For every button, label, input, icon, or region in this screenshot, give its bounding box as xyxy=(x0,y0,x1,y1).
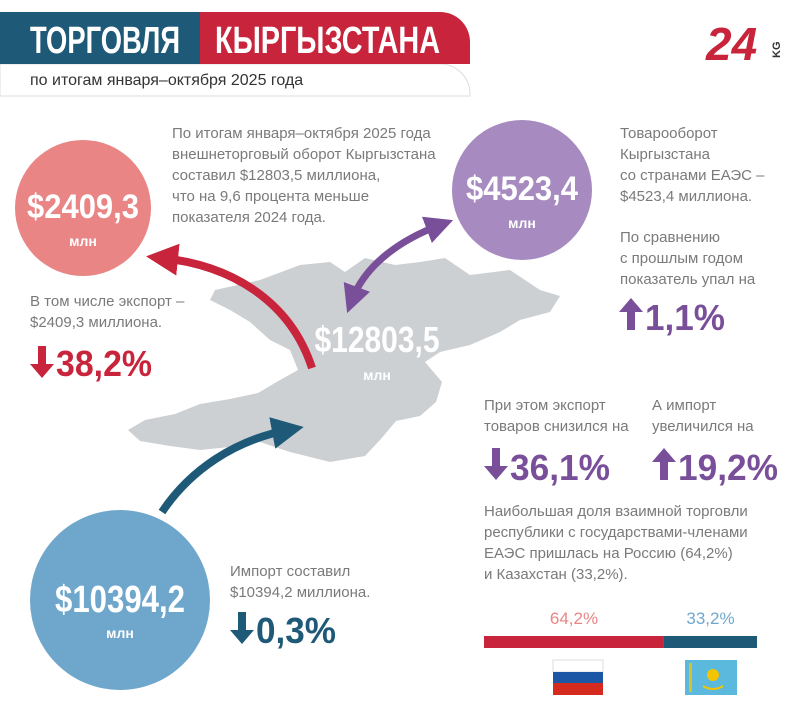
eaeu-compare-text: с прошлым годом xyxy=(620,250,743,267)
russia-flag xyxy=(552,659,604,695)
eaeu-change: 1,1% xyxy=(645,297,725,338)
import-unit: млн xyxy=(106,625,134,641)
kazakhstan-share-label: 33,2% xyxy=(686,609,734,628)
export-circle xyxy=(15,140,151,276)
russia-share-label: 64,2% xyxy=(550,609,598,628)
total-text: внешнеторговый оборот Кыргызстана xyxy=(172,146,436,163)
total-amount: $12803,5 xyxy=(315,319,440,360)
eaeu-export-text: При этом экспорт xyxy=(484,397,606,414)
export-change: 38,2% xyxy=(56,343,152,384)
eaeu-text: $4523,4 миллиона. xyxy=(620,188,752,205)
title-band-left xyxy=(0,12,200,64)
logo-suffix: KG xyxy=(771,42,783,59)
eaeu-unit: млн xyxy=(508,215,536,231)
title-band-right xyxy=(200,12,470,64)
import-text: Импорт составил xyxy=(230,563,350,580)
header-shadow xyxy=(0,36,470,96)
down-arrow xyxy=(484,448,508,480)
import-amount: $10394,2 xyxy=(55,579,185,621)
russia-share-bar xyxy=(484,636,664,648)
title-left: ТОРГОВЛЯ xyxy=(30,20,180,62)
kazakhstan-flag xyxy=(685,660,737,695)
import-change: 0,3% xyxy=(256,610,336,651)
total-text: По итогам января–октября 2025 года xyxy=(172,125,431,142)
eaeu-import-text: увеличился на xyxy=(652,418,754,435)
eaeu-circle xyxy=(452,120,592,260)
eaeu-share-text: Наибольшая доля взаимной торговли xyxy=(484,503,748,520)
import-arrow xyxy=(158,417,304,515)
title-right: КЫРГЫЗСТАНА xyxy=(215,20,440,62)
eaeu-import-change: 19,2% xyxy=(678,447,778,488)
import-text: $10394,2 миллиона. xyxy=(230,584,370,601)
export-text: $2409,3 миллиона. xyxy=(30,314,162,331)
kazakhstan-share-bar xyxy=(663,636,757,648)
subtitle-frame xyxy=(0,63,471,97)
total-text: что на 9,6 процента меньше xyxy=(172,188,369,205)
eaeu-import-text: А импорт xyxy=(652,397,716,414)
up-arrow xyxy=(619,298,643,330)
eaeu-share-text: ЕАЭС пришлась на Россию (64,2%) xyxy=(484,545,733,562)
eaeu-text: со странами ЕАЭС – xyxy=(620,167,765,184)
down-arrow xyxy=(230,612,254,644)
export-text: В том числе экспорт – xyxy=(30,293,185,310)
eaeu-arrow xyxy=(343,216,454,314)
eaeu-export-text: товаров снизился на xyxy=(484,418,629,435)
eaeu-compare-text: По сравнению xyxy=(620,229,720,246)
total-text: составил $12803,5 миллиона, xyxy=(172,167,380,184)
eaeu-text: Кыргызстана xyxy=(620,146,711,163)
eaeu-amount: $4523,4 xyxy=(466,170,578,208)
total-unit: млн xyxy=(363,367,391,383)
up-arrow xyxy=(652,448,676,480)
share-bar: 64,2% 33,2% xyxy=(484,609,757,648)
logo: 24 xyxy=(705,18,757,70)
export-unit: млн xyxy=(69,233,97,249)
total-text: показателя 2024 года. xyxy=(172,209,326,226)
subtitle: по итогам января–октября 2025 года xyxy=(30,72,303,89)
eaeu-share-text: республики с государствами-членами xyxy=(484,524,748,541)
export-amount: $2409,3 xyxy=(27,188,139,226)
eaeu-share-text: и Казахстан (33,2%). xyxy=(484,566,628,583)
import-circle xyxy=(30,510,210,690)
down-arrow xyxy=(30,346,54,378)
eaeu-compare-text: показатель упал на xyxy=(620,271,756,288)
eaeu-text: Товарооборот xyxy=(620,125,718,142)
eaeu-export-change: 36,1% xyxy=(510,447,610,488)
export-arrow xyxy=(146,243,316,370)
